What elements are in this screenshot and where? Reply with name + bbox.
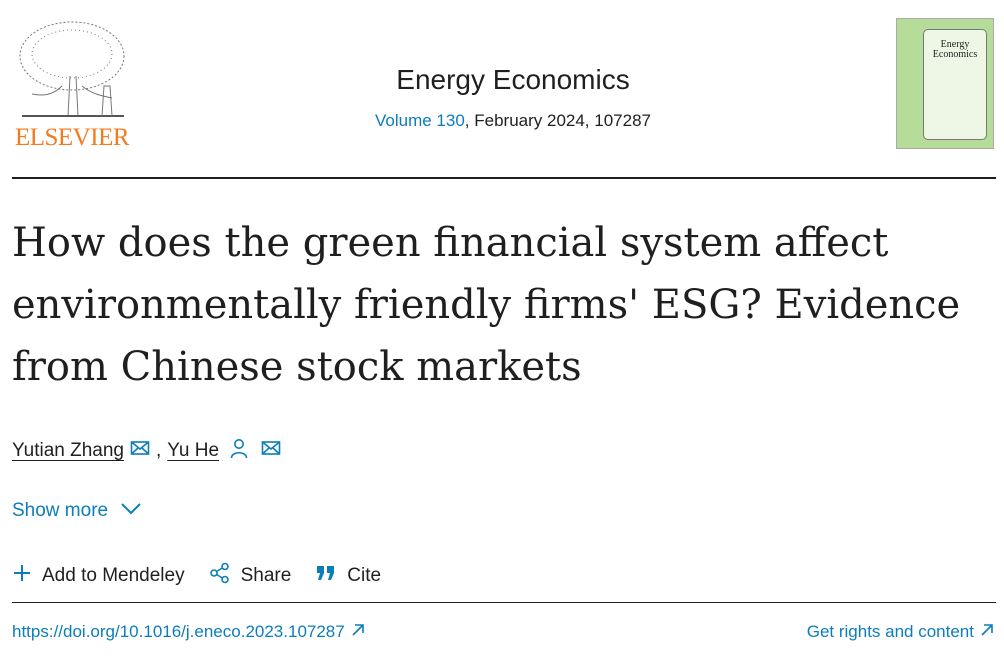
cite-button[interactable]: Cite (315, 563, 381, 589)
doi-link[interactable]: https://doi.org/10.1016/j.eneco.2023.107… (12, 622, 365, 642)
article-actions: Add to Mendeley Share Cite (12, 562, 405, 590)
volume-info: Volume 130, February 2024, 107287 (250, 111, 776, 131)
quote-icon (315, 563, 337, 589)
plus-icon (12, 563, 32, 589)
chevron-down-icon (120, 500, 142, 522)
share-icon (209, 562, 231, 590)
email-icon[interactable] (261, 440, 281, 462)
person-icon[interactable] (229, 438, 249, 464)
share-label: Share (240, 565, 292, 586)
email-icon[interactable] (130, 440, 150, 462)
header-divider (12, 177, 996, 179)
show-more-button[interactable]: Show more (12, 500, 142, 522)
share-button[interactable]: Share (209, 562, 292, 590)
journal-cover-image[interactable]: Energy Economics (896, 18, 994, 149)
external-link-arrow-icon (351, 622, 365, 642)
cite-label: Cite (347, 565, 382, 586)
get-rights-link[interactable]: Get rights and content (807, 622, 994, 642)
elsevier-wordmark: ELSEVIER (14, 124, 130, 151)
elsevier-tree-logo[interactable] (12, 16, 132, 152)
doi-text: https://doi.org/10.1016/j.eneco.2023.107… (12, 622, 345, 641)
journal-title[interactable]: Energy Economics (396, 64, 630, 95)
external-link-arrow-icon (980, 622, 994, 642)
author-link[interactable]: Yu He (167, 440, 220, 461)
show-more-label: Show more (12, 500, 109, 521)
rights-text: Get rights and content (806, 622, 974, 641)
cover-title: Energy Economics (932, 39, 978, 60)
author-separator: , (155, 440, 162, 461)
author-link[interactable]: Yutian Zhang (12, 440, 124, 461)
issue-info: , February 2024, 107287 (464, 111, 651, 130)
add-to-mendeley-button[interactable]: Add to Mendeley (12, 563, 185, 589)
author-list: Yutian Zhang , Yu He (12, 438, 281, 464)
volume-link[interactable]: Volume 130 (375, 111, 465, 130)
article-title: How does the green financial system affe… (12, 220, 961, 390)
mendeley-label: Add to Mendeley (42, 565, 185, 586)
actions-divider (12, 602, 996, 603)
